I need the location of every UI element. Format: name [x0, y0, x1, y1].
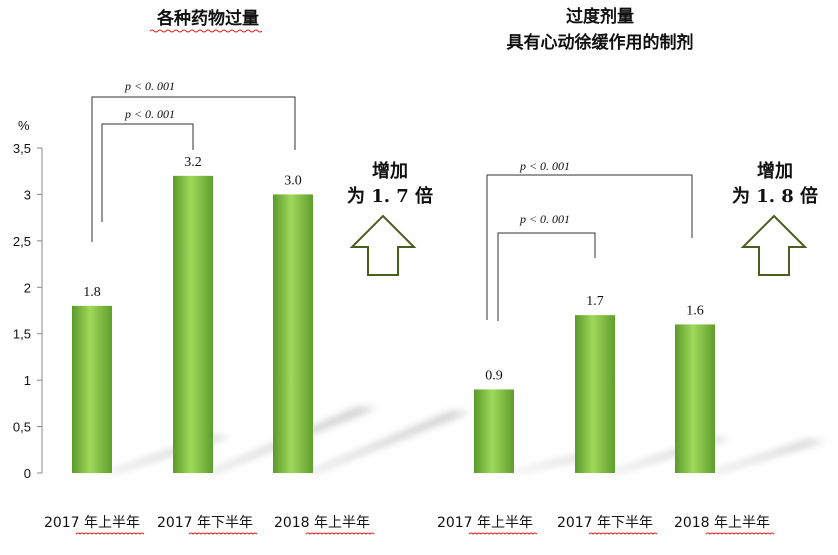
spell-underline: [188, 532, 258, 535]
category-label: 2017 年下半年: [557, 515, 653, 531]
bar-value-label: 1.8: [83, 285, 101, 300]
value-labels: 0.9 1.7 1.6: [485, 294, 704, 383]
p-value-label: p < 0. 001: [519, 212, 570, 226]
bar-value-label: 1.7: [586, 294, 604, 309]
p-value-label: p < 0. 001: [124, 79, 175, 93]
y-axis-ticks: 0 0,5 1 1,5 2 2,5 3 3,5: [13, 141, 42, 481]
value-labels: 1.8 3.2 3.0: [83, 155, 302, 300]
y-tick-label: 2: [24, 280, 31, 295]
p-value-label: p < 0. 001: [124, 107, 175, 121]
bar-shadow: [709, 440, 827, 473]
increase-factor: 为 1. 7 倍: [347, 185, 433, 207]
y-tick-label: 0,5: [13, 420, 31, 435]
spell-underline: [149, 29, 263, 33]
significance-brackets: p < 0. 001 p < 0. 001: [486, 159, 693, 321]
y-tick-label: 1: [24, 373, 31, 388]
significance-bracket: [486, 174, 693, 320]
significance-bracket: [497, 232, 596, 321]
significance-bracket: [101, 123, 194, 222]
y-tick-label: 3: [24, 187, 31, 202]
chart-subtitle: 具有心动徐缓作用的制剂: [506, 32, 694, 53]
category-label: 2017 年上半年: [437, 515, 533, 531]
category-labels: 2017 年上半年 2017 年下半年 2018 年上半年: [437, 515, 775, 535]
significance-brackets: p < 0. 001 p < 0. 001: [91, 79, 296, 242]
bar-shadow: [307, 411, 471, 473]
increase-label: 增加: [757, 160, 793, 182]
panel-drug-overdose: 各种药物过量 % 0 0,5 1 1,5 2 2,5 3 3,5 1.8 3.2 3.0 2017…: [13, 8, 471, 535]
bar: [474, 389, 514, 473]
bar: [173, 175, 213, 473]
bar-value-label: 0.9: [485, 368, 503, 383]
bar-shadows: [508, 438, 827, 473]
bar: [72, 305, 112, 473]
bar-value-label: 3.2: [184, 155, 202, 170]
spell-underline: [305, 532, 375, 535]
spell-underline: [588, 532, 658, 535]
category-label: 2017 年上半年: [44, 515, 140, 531]
increase-annotation: 增加 为 1. 8 倍: [732, 160, 818, 276]
chart-title: 过度剂量: [566, 6, 634, 27]
bars: [72, 175, 313, 473]
p-value-label: p < 0. 001: [519, 159, 570, 173]
category-label: 2017 年下半年: [157, 515, 253, 531]
up-arrow-icon: [349, 214, 417, 276]
up-arrow-icon: [740, 214, 808, 276]
category-label: 2018 年上半年: [674, 515, 770, 531]
bar: [675, 324, 715, 473]
spell-underline: [705, 532, 775, 535]
bar: [273, 194, 313, 473]
bar-value-label: 1.6: [686, 303, 704, 318]
spell-underline: [468, 532, 538, 535]
panel-bradycardia-overdose: 过度剂量 具有心动徐缓作用的制剂 0.91.71.6 2017 年上半年 2017…: [437, 6, 827, 535]
spell-underline: [75, 532, 145, 535]
bar-value-label: 3.0: [284, 173, 302, 188]
significance-bracket: [91, 96, 296, 242]
chart-title: 各种药物过量: [156, 8, 259, 29]
category-labels: 2017 年上半年 2017 年下半年 2018 年上半年: [44, 515, 375, 535]
y-tick-label: 3,5: [13, 141, 31, 156]
increase-annotation: 增加 为 1. 7 倍: [347, 160, 433, 276]
increase-label: 增加: [372, 160, 408, 182]
y-axis-unit: %: [18, 118, 30, 133]
bar: [575, 315, 615, 473]
bars: [474, 315, 715, 473]
y-tick-label: 0: [24, 466, 31, 481]
category-label: 2018 年上半年: [274, 515, 370, 531]
y-tick-label: 1,5: [13, 327, 31, 342]
y-tick-label: 2,5: [13, 234, 31, 249]
increase-factor: 为 1. 8 倍: [732, 185, 818, 207]
